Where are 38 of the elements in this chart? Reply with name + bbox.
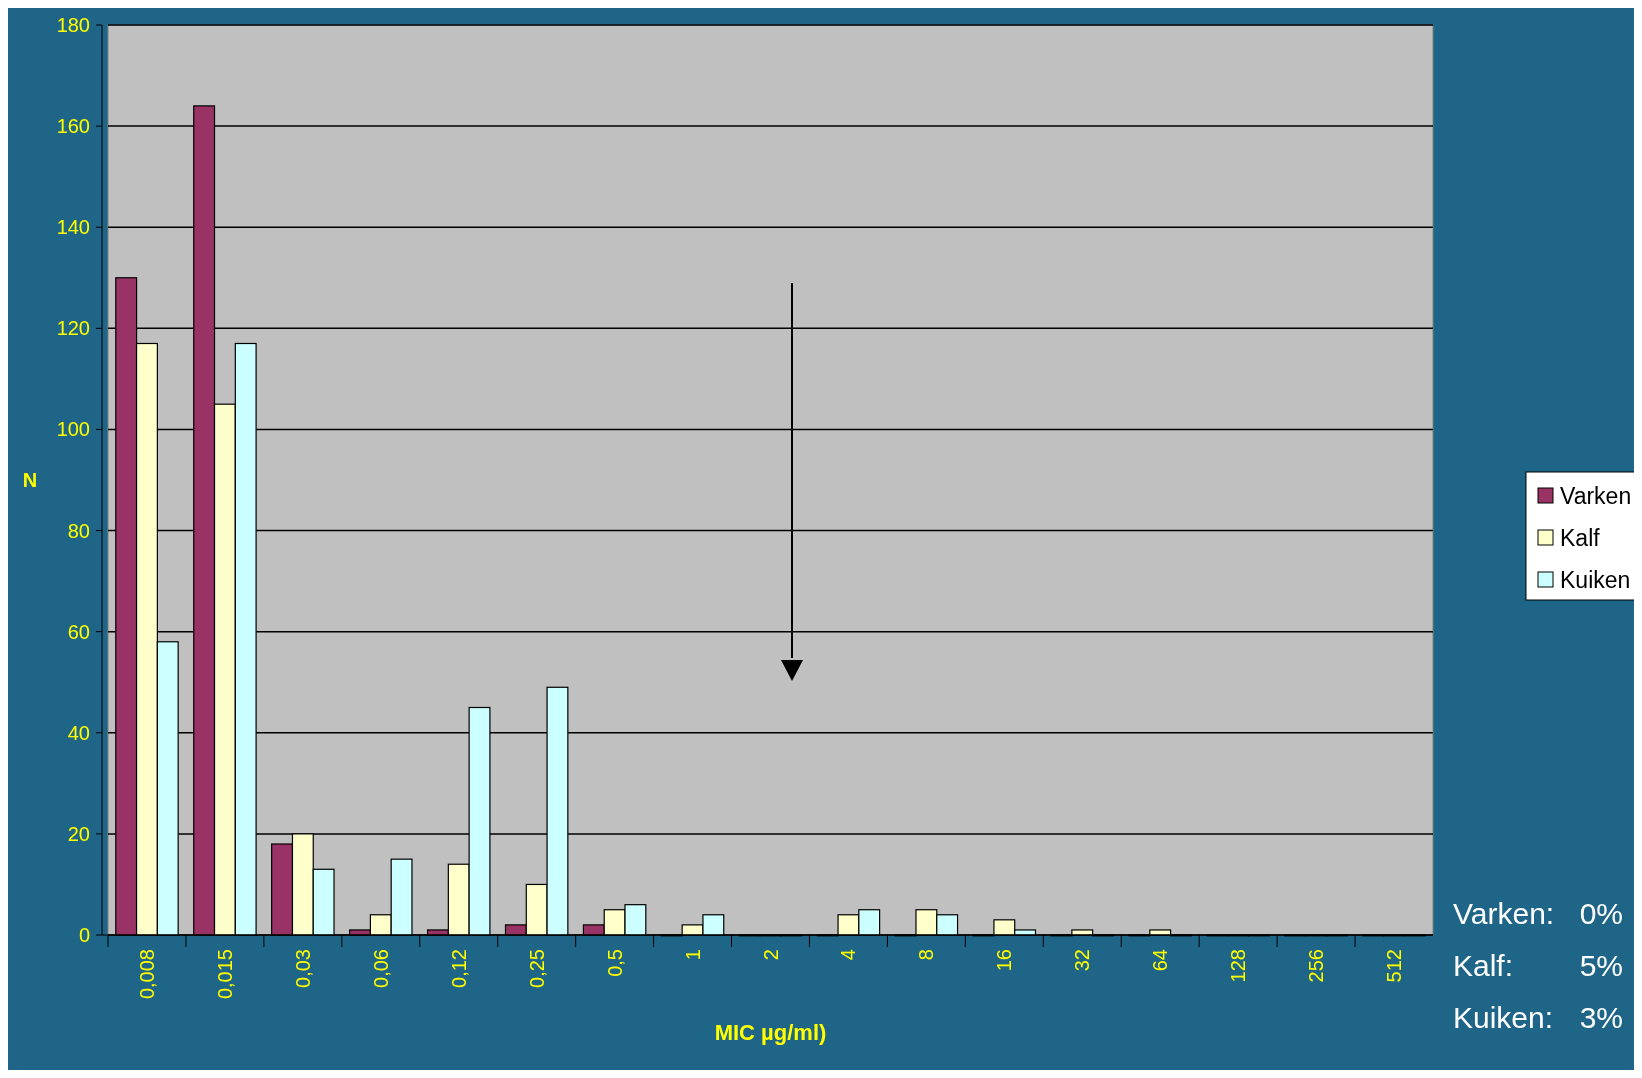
legend-label: Varken bbox=[1560, 483, 1632, 510]
x-tick-label: 64 bbox=[1149, 949, 1172, 972]
y-tick-label: 100 bbox=[56, 418, 90, 441]
y-tick-label: 120 bbox=[56, 317, 90, 340]
x-tick-label: 8 bbox=[915, 949, 938, 961]
x-tick-label: 0,06 bbox=[369, 949, 392, 988]
text: 5% bbox=[1579, 948, 1623, 982]
y-tick-label: 40 bbox=[67, 721, 90, 744]
x-tick-label: 2 bbox=[759, 949, 782, 961]
x-tick-label: 16 bbox=[993, 949, 1016, 972]
text: Varken: bbox=[1453, 896, 1555, 930]
x-tick-label: 0,12 bbox=[447, 949, 470, 988]
legend-label: Kuiken bbox=[1560, 567, 1631, 594]
x-axis-title: MIC µg/ml) bbox=[714, 1020, 827, 1045]
y-tick-label: 160 bbox=[56, 115, 90, 138]
x-tick-label: 512 bbox=[1383, 949, 1406, 983]
y-tick-label: 180 bbox=[56, 14, 90, 36]
y-tick-label: 60 bbox=[67, 620, 90, 643]
x-tick-label: 1 bbox=[681, 949, 704, 961]
x-tick-label: 4 bbox=[837, 949, 860, 961]
y-axis-title: N bbox=[22, 469, 38, 491]
x-tick-label: 256 bbox=[1305, 949, 1328, 983]
y-tick-label: 20 bbox=[67, 822, 90, 845]
x-tick-label: 0,015 bbox=[213, 949, 236, 1000]
x-tick-label: 0,25 bbox=[525, 949, 548, 988]
y-tick-label: 140 bbox=[56, 216, 90, 239]
x-tick-label: 128 bbox=[1227, 949, 1250, 983]
text: 3% bbox=[1579, 1000, 1623, 1034]
x-tick-label: 32 bbox=[1071, 949, 1094, 972]
x-tick-label: 0,03 bbox=[291, 949, 314, 988]
text: 0% bbox=[1579, 896, 1623, 930]
x-tick-label: 0,5 bbox=[603, 949, 626, 977]
x-tick-label: 0,008 bbox=[135, 949, 158, 1000]
y-tick-label: 0 bbox=[78, 924, 90, 946]
text: Kuiken: bbox=[1453, 1000, 1554, 1034]
legend-label: Kalf bbox=[1560, 525, 1601, 552]
y-tick-label: 80 bbox=[67, 519, 90, 542]
text: Kalf: bbox=[1453, 948, 1514, 982]
